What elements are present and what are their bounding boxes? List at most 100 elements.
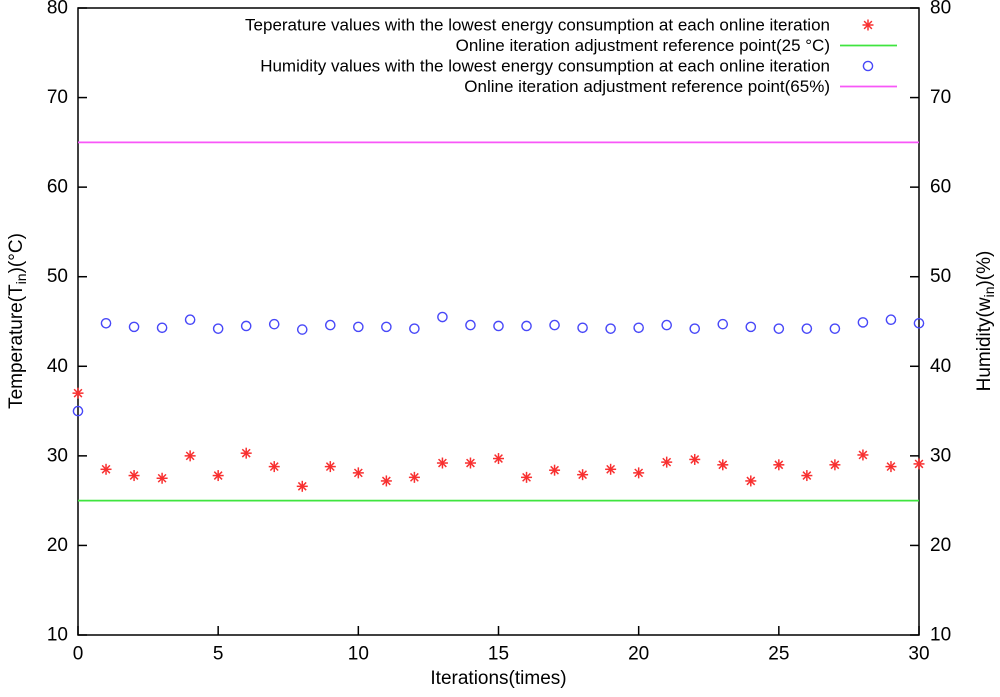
x-tick-label: 10 bbox=[348, 644, 369, 665]
right-axis-title-sub: in bbox=[980, 286, 997, 298]
humidity-point bbox=[156, 322, 168, 334]
temperature-point bbox=[381, 476, 391, 486]
humidity-point bbox=[240, 320, 252, 332]
y-tick-label-right: 60 bbox=[930, 177, 951, 198]
humidity-point bbox=[437, 311, 448, 323]
x-tick-label: 25 bbox=[768, 644, 789, 665]
y-tick-label-left: 30 bbox=[47, 445, 68, 466]
temperature-point bbox=[830, 460, 840, 470]
humidity-point bbox=[353, 321, 364, 333]
humidity-point bbox=[689, 323, 701, 334]
temperature-point bbox=[886, 462, 896, 472]
left-axis-title-pre: Temperature(T bbox=[6, 284, 27, 409]
humidity-point bbox=[577, 322, 588, 334]
temperature-point bbox=[914, 459, 924, 469]
temperature-point bbox=[101, 464, 111, 474]
y-tick-label-left: 60 bbox=[47, 177, 68, 198]
humidity-point bbox=[633, 322, 644, 334]
humidity-point bbox=[605, 323, 616, 334]
x-axis-title: Iterations(times) bbox=[430, 668, 567, 689]
temperature-point bbox=[438, 458, 447, 468]
temperature-point bbox=[578, 470, 588, 480]
temperature-point bbox=[409, 472, 419, 482]
humidity-point bbox=[296, 324, 308, 335]
humidity-point bbox=[521, 320, 532, 332]
y-tick-label-left: 10 bbox=[47, 625, 68, 646]
right-axis-title: Humidity(win)(%) bbox=[974, 250, 997, 392]
humidity-point bbox=[465, 319, 476, 331]
x-tick-label: 5 bbox=[213, 644, 224, 665]
y-tick-label-right: 40 bbox=[930, 356, 951, 377]
humidity-point bbox=[829, 323, 841, 334]
y-tick-label-right: 20 bbox=[930, 535, 951, 556]
x-tick-label: 20 bbox=[628, 644, 649, 665]
legend-label: Online iteration adjustment reference po… bbox=[456, 36, 830, 55]
y-tick-label-right: 30 bbox=[930, 445, 951, 466]
humidity-point bbox=[493, 320, 504, 332]
temperature-point bbox=[718, 460, 728, 470]
temperature-point bbox=[690, 455, 700, 464]
y-tick-label-left: 20 bbox=[47, 535, 68, 556]
temperature-point bbox=[662, 457, 672, 467]
y-tick-label-left: 70 bbox=[47, 87, 68, 108]
temperature-point bbox=[606, 464, 616, 474]
left-axis-title-sub: in bbox=[12, 273, 29, 285]
humidity-point bbox=[857, 317, 869, 328]
legend-label: Teperature values with the lowest energy… bbox=[245, 16, 830, 35]
humidity-point bbox=[661, 319, 673, 331]
humidity-point bbox=[128, 321, 140, 333]
y-tick-label-right: 70 bbox=[930, 87, 951, 108]
left-axis-title-post: )(°C) bbox=[6, 233, 27, 274]
temperature-point bbox=[213, 471, 223, 480]
temperature-point bbox=[746, 476, 756, 486]
temperature-point bbox=[494, 454, 503, 463]
y-tick-label-right: 10 bbox=[930, 625, 951, 646]
temperature-point bbox=[269, 462, 279, 472]
temperature-point bbox=[858, 450, 868, 460]
legend-label: Online iteration adjustment reference po… bbox=[464, 77, 830, 96]
humidity-point bbox=[381, 321, 392, 333]
temperature-point bbox=[297, 481, 307, 491]
humidity-point bbox=[184, 314, 196, 326]
y-tick-label-right: 50 bbox=[930, 266, 951, 287]
x-tick-label: 30 bbox=[908, 644, 929, 665]
temperature-point bbox=[129, 471, 139, 480]
temperature-point bbox=[157, 473, 167, 483]
humidity-point bbox=[100, 317, 112, 329]
temperature-point bbox=[634, 468, 644, 478]
humidity-point bbox=[717, 318, 729, 330]
y-tick-label-right: 80 bbox=[930, 0, 951, 19]
temperature-point bbox=[73, 388, 83, 398]
left-axis-title: Temperature(Tin)(°C) bbox=[6, 233, 29, 409]
temperature-point bbox=[325, 462, 335, 472]
temperature-point bbox=[241, 448, 251, 458]
humidity-point bbox=[268, 318, 280, 330]
humidity-point bbox=[913, 317, 925, 329]
legend-sample-circle bbox=[862, 60, 874, 72]
humidity-point bbox=[549, 319, 560, 331]
x-tick-label: 0 bbox=[73, 644, 84, 665]
temperature-point bbox=[522, 472, 531, 482]
humidity-point bbox=[72, 405, 84, 417]
temperature-point bbox=[353, 468, 363, 478]
temperature-point bbox=[802, 471, 812, 480]
humidity-point bbox=[324, 319, 336, 331]
humidity-point bbox=[801, 323, 813, 334]
right-axis-title-pre: Humidity(w bbox=[974, 297, 995, 392]
y-tick-label-left: 50 bbox=[47, 266, 68, 287]
temperature-point bbox=[185, 451, 195, 461]
humidity-point bbox=[212, 323, 224, 334]
humidity-point bbox=[773, 323, 785, 334]
legend-sample-asterisk bbox=[863, 20, 873, 30]
y-tick-label-left: 40 bbox=[47, 356, 68, 377]
humidity-point bbox=[885, 314, 897, 326]
humidity-point bbox=[745, 321, 757, 333]
temperature-point bbox=[466, 458, 475, 468]
temperature-point bbox=[550, 465, 559, 475]
humidity-point bbox=[409, 323, 420, 334]
legend-label: Humidity values with the lowest energy c… bbox=[260, 57, 830, 76]
right-axis-title-post: )(%) bbox=[974, 250, 995, 287]
temperature-point bbox=[774, 460, 784, 470]
